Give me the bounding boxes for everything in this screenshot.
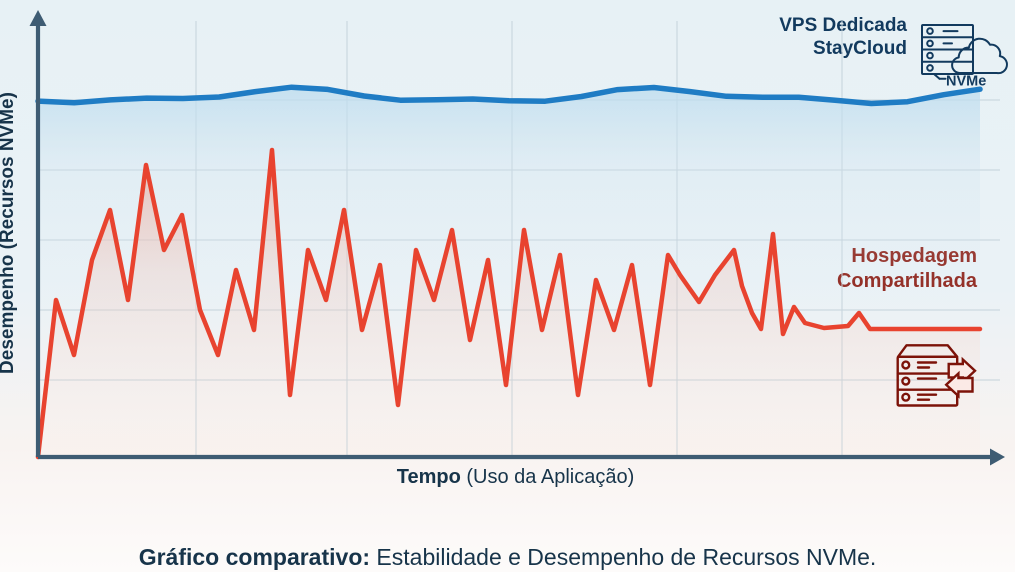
svg-text:NVMe: NVMe <box>946 74 986 90</box>
